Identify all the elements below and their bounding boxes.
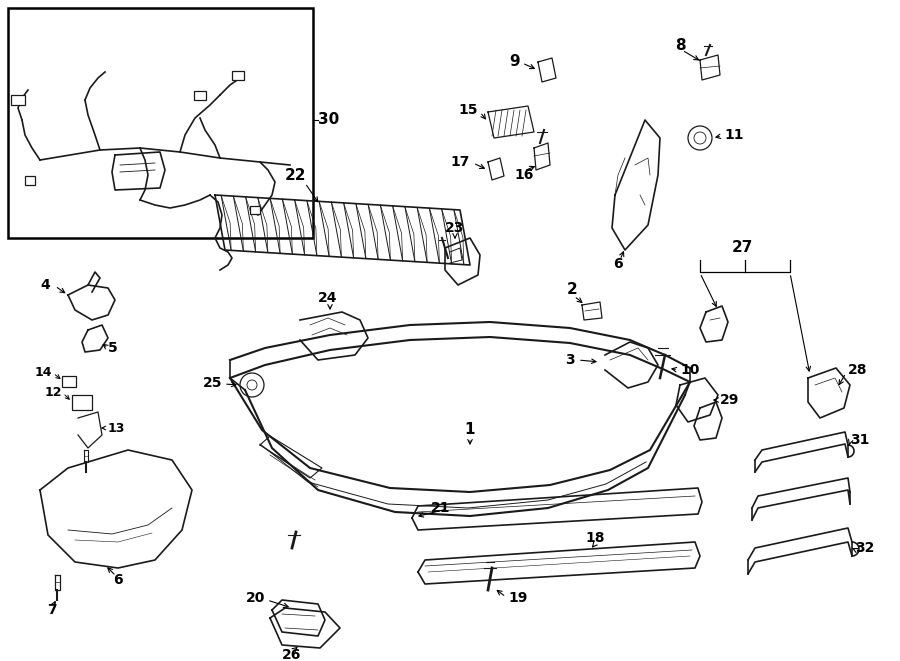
Text: 12: 12 [44, 387, 62, 399]
Text: 5: 5 [108, 341, 118, 355]
Text: 21: 21 [430, 501, 450, 515]
Text: 1: 1 [464, 422, 475, 438]
Bar [72, 395, 92, 410]
Bar [25, 176, 35, 185]
Text: 6: 6 [113, 573, 122, 587]
Text: 15: 15 [458, 103, 478, 117]
Text: 6: 6 [613, 257, 623, 271]
Text: 24: 24 [319, 291, 338, 305]
Text: 19: 19 [508, 591, 527, 605]
Text: 8: 8 [675, 38, 685, 52]
Text: 4: 4 [40, 278, 50, 292]
Text: 28: 28 [848, 363, 868, 377]
Text: 14: 14 [34, 366, 52, 379]
Bar [11, 95, 25, 105]
Text: 2: 2 [567, 282, 578, 297]
Text: 26: 26 [283, 648, 302, 661]
Text: 16: 16 [514, 168, 534, 182]
Text: 27: 27 [732, 241, 752, 256]
Text: 29: 29 [720, 393, 740, 407]
Text: 31: 31 [850, 433, 869, 447]
Text: 23: 23 [446, 221, 464, 235]
Text: 22: 22 [284, 167, 306, 182]
Bar [8, 8, 313, 238]
Text: 32: 32 [855, 541, 875, 555]
Bar [194, 91, 206, 100]
Bar [232, 71, 244, 80]
Bar [250, 206, 260, 214]
Bar [62, 376, 76, 387]
Text: 7: 7 [47, 603, 57, 617]
Text: 18: 18 [585, 531, 605, 545]
Text: 11: 11 [724, 128, 743, 142]
Text: 3: 3 [565, 353, 575, 367]
Text: 20: 20 [246, 591, 265, 605]
Text: 10: 10 [680, 363, 699, 377]
Text: 17: 17 [451, 155, 470, 169]
Text: 30: 30 [318, 112, 339, 128]
Text: 9: 9 [509, 54, 520, 69]
Text: 25: 25 [202, 376, 222, 390]
Text: 13: 13 [108, 422, 125, 434]
